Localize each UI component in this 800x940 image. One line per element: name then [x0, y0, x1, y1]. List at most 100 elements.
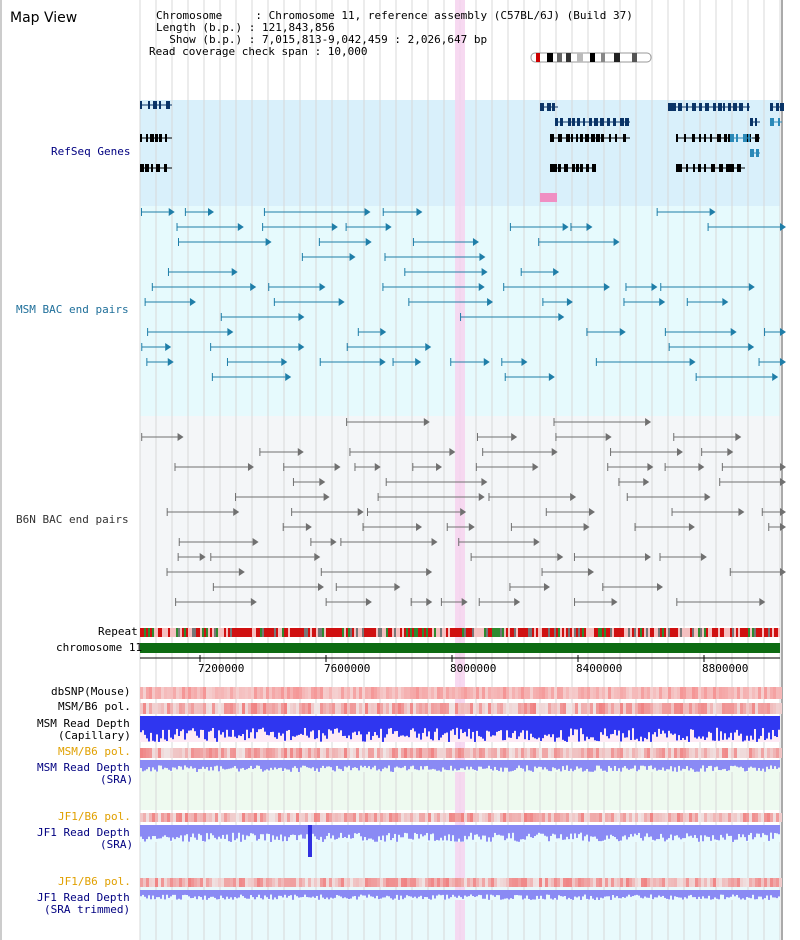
bac-end-arrow	[233, 508, 240, 516]
track-label-jf1-b6-pol[interactable]: JF1/B6 pol.	[58, 810, 131, 823]
depth-bar	[390, 760, 392, 772]
heat-strip	[515, 703, 518, 714]
track-label-jf1-read-depth-sra[interactable]: JF1 Read Depth	[37, 826, 130, 839]
heat-strip	[383, 813, 386, 822]
bac-end-arrow	[532, 463, 539, 471]
depth-bar	[742, 890, 744, 899]
depth-bar	[474, 760, 476, 770]
heat-strip	[641, 813, 644, 822]
heat-strip	[368, 878, 371, 887]
heat-strip	[341, 878, 344, 887]
track-label-jf1-read-depth-trimmed[interactable]: JF1 Read Depth	[37, 891, 130, 904]
heat-strip	[329, 813, 332, 822]
heat-strip	[740, 878, 743, 887]
track-label-msm-read-depth-capillary[interactable]: MSM Read Depth	[37, 717, 130, 730]
depth-bar	[440, 825, 442, 838]
repeat-mark	[428, 628, 430, 637]
track-label-b6n-bac[interactable]: B6N BAC end pairs	[16, 513, 129, 526]
gene-exon	[600, 118, 604, 126]
heat-strip	[584, 703, 587, 714]
track-label-msm-b6-pol-2[interactable]: MSM/B6 pol.	[58, 745, 131, 758]
depth-bar	[740, 825, 742, 838]
repeat-mark	[450, 628, 452, 637]
depth-bar	[772, 716, 774, 730]
depth-bar	[586, 890, 588, 899]
repeat-mark	[328, 628, 330, 637]
heat-strip	[761, 687, 764, 699]
track-label-dbsnp[interactable]: dbSNP(Mouse)	[51, 685, 131, 698]
repeat-mark	[166, 628, 168, 637]
heat-strip	[395, 878, 398, 887]
repeat-mark	[278, 628, 280, 637]
heat-strip	[257, 813, 260, 822]
depth-bar	[480, 825, 482, 840]
track-label-chromosome[interactable]: chromosome 11	[56, 641, 143, 654]
track-label-refseq[interactable]: RefSeq Genes	[51, 145, 131, 158]
depth-bar	[260, 890, 262, 899]
repeat-mark	[460, 628, 462, 637]
depth-bar	[568, 825, 570, 840]
heat-strip	[221, 687, 224, 699]
depth-bar	[428, 890, 430, 899]
heat-strip	[704, 687, 707, 699]
repeat-mark	[368, 628, 370, 637]
depth-bar	[496, 760, 498, 771]
repeat-mark	[254, 628, 256, 637]
heat-strip	[227, 687, 230, 699]
heat-strip	[410, 813, 413, 822]
bac-end-arrow	[558, 313, 565, 321]
gene-exon	[594, 118, 598, 126]
heat-strip	[461, 878, 464, 887]
depth-bar	[522, 716, 524, 731]
repeat-mark	[576, 628, 578, 637]
gene-exon	[580, 164, 583, 172]
heat-strip	[464, 878, 467, 887]
bac-end-arrow	[449, 448, 456, 456]
depth-bar	[712, 890, 714, 900]
track-label-jf1-b6-pol-2[interactable]: JF1/B6 pol.	[58, 875, 131, 888]
track-label-repeat[interactable]: Repeat	[98, 625, 138, 638]
repeat-mark	[452, 628, 454, 637]
heat-strip	[449, 878, 452, 887]
depth-bar	[592, 825, 594, 837]
depth-bar	[358, 760, 360, 771]
heat-strip	[176, 687, 179, 699]
heat-strip	[326, 703, 329, 714]
heat-strip	[176, 748, 179, 758]
heat-strip	[704, 878, 707, 887]
repeat-mark	[716, 628, 718, 637]
gene-exon	[558, 134, 562, 142]
bac-end-arrow	[780, 463, 786, 471]
heat-strip	[440, 687, 443, 699]
heat-strip	[224, 878, 227, 887]
repeat-mark	[642, 628, 644, 637]
depth-bar	[748, 716, 750, 741]
heat-strip	[380, 687, 383, 699]
depth-bar	[616, 890, 618, 897]
track-label-msm-read-depth-sra[interactable]: MSM Read Depth	[37, 761, 130, 774]
depth-bar	[170, 890, 172, 897]
heat-strip	[749, 878, 752, 887]
heat-strip	[461, 748, 464, 758]
heat-strip	[290, 748, 293, 758]
gene-exon	[580, 134, 583, 142]
depth-bar	[396, 890, 398, 895]
depth-bar	[292, 825, 294, 835]
depth-bar	[234, 716, 236, 737]
track-label-msm-b6-pol[interactable]: MSM/B6 pol.	[58, 700, 131, 713]
heat-strip	[689, 687, 692, 699]
depth-bar	[380, 825, 382, 841]
depth-bar	[556, 760, 558, 770]
depth-bar	[432, 825, 434, 834]
heat-strip	[530, 687, 533, 699]
repeat-mark	[510, 628, 512, 637]
depth-bar	[270, 760, 272, 768]
heat-strip	[215, 878, 218, 887]
track-label-msm-bac[interactable]: MSM BAC end pairs	[16, 303, 129, 316]
depth-bar	[472, 760, 474, 770]
heat-strip	[437, 878, 440, 887]
repeat-mark	[636, 628, 638, 637]
heat-strip	[512, 813, 515, 822]
heat-strip	[140, 813, 143, 822]
